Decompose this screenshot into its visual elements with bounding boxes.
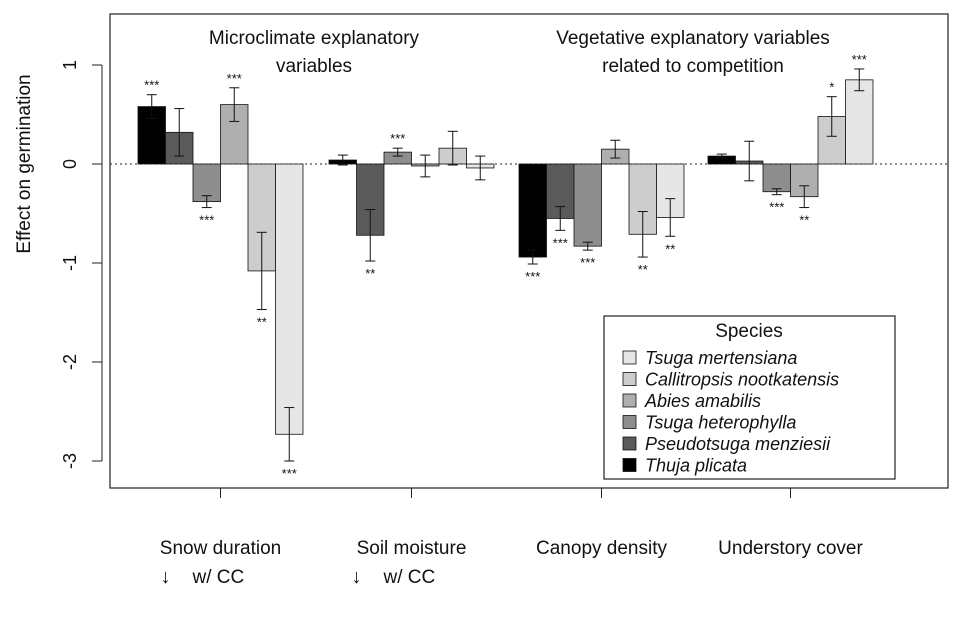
legend-entry: Tsuga heterophylla [645, 413, 796, 433]
significance-label: *** [769, 200, 784, 215]
significance-label: *** [553, 235, 568, 250]
legend-box [603, 315, 896, 480]
legend-swatch [622, 372, 637, 386]
legend-swatch [622, 415, 637, 429]
legend-swatch [622, 350, 637, 365]
legend-entry: Tsuga mertensiana [645, 348, 797, 368]
bar [518, 163, 547, 258]
significance-label: ** [665, 241, 675, 256]
x-tick-label: Canopy density [536, 538, 667, 559]
section-label: Microclimate explanatory [209, 28, 420, 49]
y-tick-label: -1 [60, 255, 80, 271]
x-tick-label: Understory cover [718, 538, 863, 559]
significance-label: * [829, 80, 834, 95]
legend-swatch [622, 458, 637, 472]
x-tick-label: Soil moisture [357, 538, 467, 559]
significance-label: ** [638, 262, 648, 277]
section-labels: Microclimate explanatory variables Vegetat… [209, 28, 830, 77]
error-bars-layer [146, 68, 865, 462]
x-axis: Snow duration ↓ w/ CC Soil moisture ↓ w/ CC Ca… [160, 487, 863, 588]
section-label: variables [276, 56, 352, 77]
significance-label: *** [852, 52, 867, 67]
y-axis: 1 0 -1 -2 -3 [60, 60, 103, 469]
significance-label: ** [365, 266, 375, 281]
down-arrow-icon: ↓ [161, 566, 171, 588]
y-tick-label: 1 [60, 60, 80, 70]
bar [573, 163, 602, 247]
significance-label: *** [282, 466, 297, 481]
legend-swatch [622, 393, 637, 408]
significance-label: *** [227, 71, 242, 86]
bar [762, 163, 791, 193]
down-arrow-icon: ↓ [352, 566, 362, 588]
bar [275, 163, 304, 435]
section-label: Vegetative explanatory variables [556, 28, 830, 49]
significance-label: *** [144, 78, 159, 93]
x-sublabel: w/ CC [383, 567, 436, 588]
significance-label: ** [257, 315, 267, 330]
significance-label: ** [799, 213, 809, 228]
legend-swatch [622, 436, 637, 451]
y-axis-label: Effect on germination [14, 74, 35, 253]
significance-label: *** [199, 213, 214, 228]
y-tick-label: -3 [60, 453, 80, 469]
significance-label: *** [525, 269, 540, 284]
legend-title: Species [715, 321, 783, 342]
bar [845, 79, 874, 165]
legend-entry: Thuja plicata [645, 456, 747, 476]
section-label: related to competition [602, 56, 784, 77]
legend-entry: Callitropsis nootkatensis [645, 370, 839, 390]
legend-entry: Abies amabilis [644, 391, 761, 411]
significance-label: *** [390, 131, 405, 146]
legend-entry: Pseudotsuga menziesii [645, 434, 831, 454]
y-tick-label: 0 [60, 159, 80, 169]
significance-label: *** [580, 255, 595, 270]
y-tick-label: -2 [60, 354, 80, 370]
x-tick-label: Snow duration [160, 538, 281, 559]
x-sublabel: w/ CC [192, 567, 245, 588]
significance-layer: **************************** ************… [144, 52, 867, 481]
